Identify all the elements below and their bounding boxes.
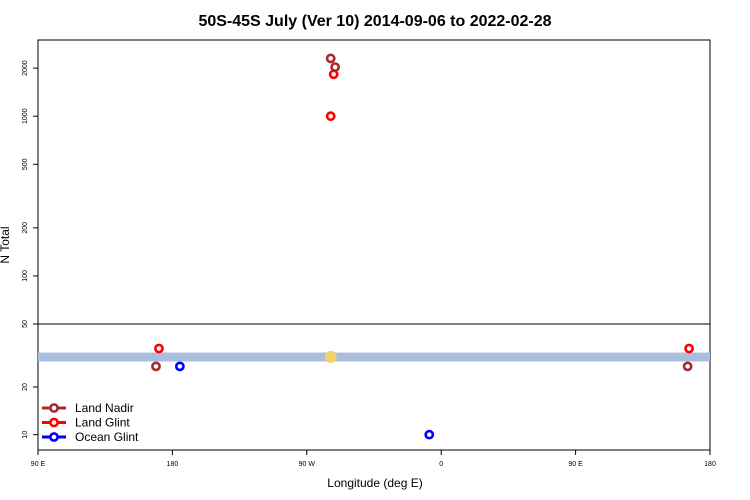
data-point: [154, 343, 164, 354]
legend-marker: [49, 417, 59, 428]
x-tick-label: 90 E: [31, 461, 46, 468]
data-point: [325, 111, 336, 122]
y-axis-label: N Total: [0, 226, 12, 263]
chart-title: 50S-45S July (Ver 10) 2014-09-06 to 2022…: [198, 13, 551, 30]
legend-label: Ocean Glint: [75, 430, 139, 444]
reference-band: [38, 352, 710, 362]
x-tick-label: 180: [167, 461, 179, 468]
y-axis: 100 200 500 1000 2000 10 20 50: [22, 60, 38, 439]
reference-band-rect: [38, 352, 710, 362]
y-tick-label: 2000: [22, 60, 29, 76]
y-tick-label: 100: [22, 270, 29, 282]
y-tick-label: 500: [22, 158, 29, 170]
data-points: [151, 53, 694, 440]
legend-label: Land Glint: [75, 416, 130, 430]
legend-label: Land Nadir: [75, 401, 134, 415]
y-tick-label: 1000: [22, 108, 29, 124]
x-axis: 90 E 180 90 W 0 90 E 180: [31, 450, 716, 468]
highlight-point: [324, 350, 337, 363]
data-point: [682, 361, 693, 372]
x-tick-label: 90 E: [568, 461, 583, 468]
legend-marker: [49, 403, 59, 413]
data-point: [328, 69, 339, 80]
data-point: [684, 343, 694, 354]
data-point: [174, 361, 185, 372]
y-tick-label: 50: [22, 320, 29, 328]
legend-marker: [49, 432, 59, 442]
x-tick-label: 90 W: [299, 461, 316, 468]
y-tick-label: 10: [22, 431, 29, 439]
x-axis-label: Longitude (deg E): [327, 476, 422, 490]
x-tick-label: 180: [704, 461, 716, 468]
plot-frame: [37, 39, 711, 451]
data-point: [325, 53, 336, 64]
x-tick-label: 0: [439, 461, 443, 468]
data-point: [151, 361, 161, 372]
data-point: [424, 429, 435, 440]
y-tick-label: 200: [22, 222, 29, 234]
y-tick-label: 20: [22, 383, 29, 391]
